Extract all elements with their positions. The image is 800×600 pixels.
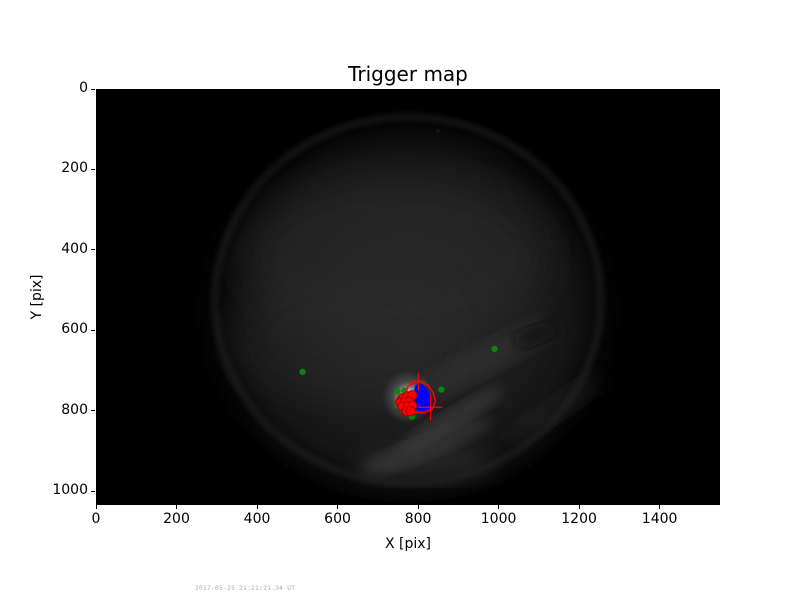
red-trigger-pixels-point bbox=[405, 406, 416, 417]
x-tick-mark bbox=[659, 505, 661, 509]
faint-star-speck bbox=[436, 129, 440, 133]
x-tick-mark bbox=[337, 505, 339, 509]
x-tick-mark bbox=[256, 505, 258, 509]
plot-area: 2017-05-25 21:21:21.34 UT bbox=[96, 89, 720, 592]
x-tick-label: 1400 bbox=[641, 511, 678, 527]
plot-title: Trigger map bbox=[348, 62, 468, 86]
x-tick-label: 200 bbox=[163, 511, 190, 527]
y-tick-mark bbox=[91, 88, 95, 90]
green-star-points-point bbox=[299, 368, 306, 376]
y-tick-label: 200 bbox=[61, 160, 88, 177]
x-tick-label: 0 bbox=[91, 511, 101, 527]
dark-patch-right bbox=[514, 322, 556, 348]
x-tick-mark bbox=[417, 505, 419, 509]
green-star-points-point bbox=[491, 345, 498, 353]
y-tick-label: 800 bbox=[61, 401, 88, 418]
timestamp-watermark: 2017-05-25 21:21:21.34 UT bbox=[195, 585, 296, 592]
y-tick-mark bbox=[91, 249, 95, 251]
x-tick-label: 800 bbox=[404, 511, 432, 527]
x-tick-mark bbox=[498, 505, 500, 509]
y-tick-label: 400 bbox=[61, 240, 88, 257]
y-tick-mark bbox=[91, 168, 95, 170]
y-axis-label: Y [pix] bbox=[29, 274, 45, 320]
scatter-markers-layer bbox=[299, 345, 498, 421]
y-tick-label: 0 bbox=[79, 80, 88, 96]
y-tick-mark bbox=[91, 329, 95, 331]
green-star-points-point bbox=[394, 387, 401, 395]
green-star-points-point bbox=[438, 386, 445, 393]
cloud-diffuse-left bbox=[236, 274, 456, 404]
x-tick-label: 400 bbox=[243, 511, 271, 527]
trigger-map-image bbox=[96, 89, 720, 505]
y-tick-label: 1000 bbox=[52, 482, 88, 499]
y-tick-label: 600 bbox=[61, 321, 88, 338]
x-tick-mark bbox=[95, 505, 97, 509]
x-tick-label: 600 bbox=[324, 511, 351, 527]
x-axis-label: X [pix] bbox=[384, 536, 432, 552]
x-tick-label: 1200 bbox=[561, 511, 597, 527]
horizon-rim-ring bbox=[212, 114, 604, 486]
x-tick-mark bbox=[578, 505, 580, 509]
x-tick-label: 1000 bbox=[480, 511, 517, 527]
red-region-outline bbox=[403, 380, 437, 414]
cloud-wisp-4 bbox=[510, 375, 602, 443]
y-tick-mark bbox=[91, 490, 95, 492]
x-tick-mark bbox=[176, 505, 178, 509]
y-tick-mark bbox=[91, 410, 95, 412]
